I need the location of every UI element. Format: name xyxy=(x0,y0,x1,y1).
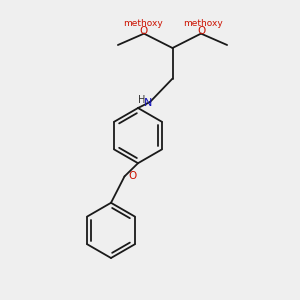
Text: methoxy: methoxy xyxy=(183,19,222,28)
Text: H: H xyxy=(138,95,145,105)
Text: O: O xyxy=(140,26,148,36)
Text: methoxy: methoxy xyxy=(123,19,162,28)
Text: N: N xyxy=(144,98,153,108)
Text: O: O xyxy=(129,171,137,181)
Text: O: O xyxy=(197,26,205,36)
